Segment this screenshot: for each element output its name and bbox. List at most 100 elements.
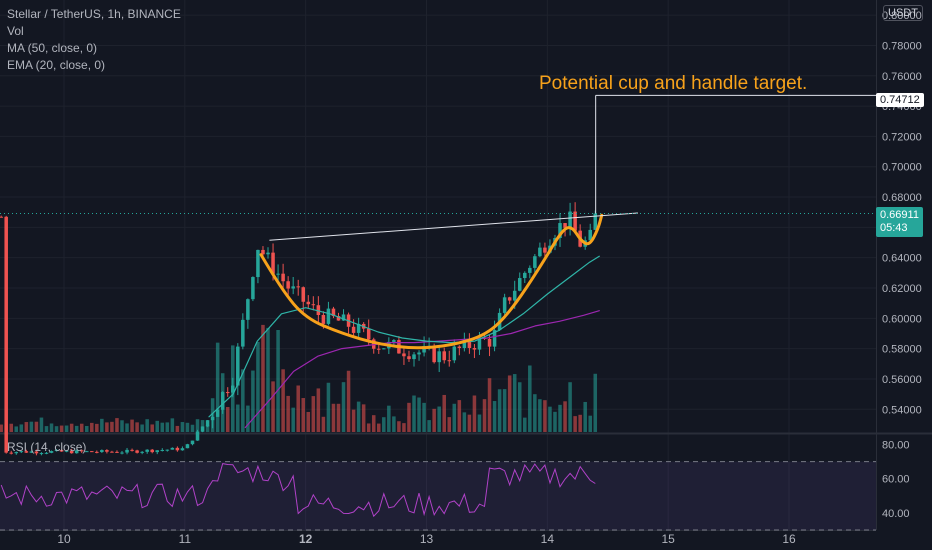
time-axis[interactable]: 10 11 12 13 14 15 16	[57, 532, 796, 546]
volume-bar	[44, 426, 49, 432]
ma-legend[interactable]: MA (50, close, 0)	[7, 41, 98, 55]
candle-body	[115, 451, 119, 453]
volume-bar	[482, 399, 487, 432]
candle-body	[432, 345, 436, 363]
volume-bar	[296, 385, 300, 432]
volume-bar	[578, 414, 582, 432]
candle-body	[74, 450, 79, 454]
volume-bar	[19, 424, 24, 432]
rsi-legend[interactable]: RSI (14, close)	[7, 440, 87, 454]
volume-bar	[9, 423, 13, 432]
target-price-tag: 0.74712	[876, 93, 924, 107]
volume-bar	[145, 419, 149, 432]
volume-bar	[417, 397, 421, 432]
candle-body	[236, 346, 240, 386]
candle-body	[130, 449, 134, 451]
neckline	[269, 212, 638, 241]
volume-bar	[427, 420, 431, 432]
bar-countdown: 05:43	[880, 222, 908, 234]
volume-bar	[387, 405, 391, 432]
volume-bar	[281, 369, 285, 432]
volume-bar	[205, 424, 210, 432]
volume-bar	[95, 423, 99, 432]
volume-bar	[246, 405, 250, 432]
volume-bar	[457, 400, 462, 432]
volume-bar	[69, 423, 74, 432]
ma-line	[244, 310, 600, 429]
candle-body	[231, 385, 235, 393]
volume-bar	[79, 423, 84, 432]
candle-body	[588, 229, 592, 241]
volume-bar	[538, 399, 542, 432]
candle-body	[84, 451, 89, 453]
volume-bar	[467, 414, 472, 432]
candle-body	[135, 450, 139, 453]
volume-bar	[422, 402, 426, 432]
volume-bar	[366, 423, 371, 432]
candle-body	[563, 223, 567, 228]
candle-body	[502, 297, 507, 313]
volume-bar	[442, 394, 446, 432]
candle-body	[331, 308, 336, 317]
volume-bar	[160, 422, 165, 432]
candle-body	[538, 247, 542, 257]
candle-body	[90, 451, 94, 453]
volume-bar	[492, 401, 497, 432]
rsi-line	[0, 463, 596, 518]
volume-bar	[437, 406, 441, 432]
candle-body	[54, 449, 59, 452]
candle-body	[573, 211, 577, 231]
symbol-title[interactable]: Stellar / TetherUS, 1h, BINANCE	[7, 7, 181, 21]
ema-legend[interactable]: EMA (20, close, 0)	[7, 58, 106, 72]
candle-body	[517, 278, 522, 291]
candle-body	[100, 450, 104, 453]
candle-body	[523, 272, 527, 279]
candle-body	[29, 451, 34, 453]
candle-body	[210, 416, 215, 421]
ema-line	[208, 255, 600, 418]
volume-bar	[326, 382, 331, 432]
candle-body	[407, 356, 411, 360]
rsi-tick-label: 60.00	[882, 474, 910, 486]
rsi-panel	[0, 461, 876, 531]
price-tick-label: 0.76000	[882, 71, 922, 83]
rsi-tick-label: 80.00	[882, 440, 910, 452]
currency-button[interactable]: USDT	[883, 5, 923, 21]
candle-body	[321, 314, 326, 324]
volume-bar	[341, 382, 346, 432]
price-tick-label: 0.60000	[882, 313, 922, 325]
candle-body	[392, 340, 396, 342]
volume-bar	[291, 407, 295, 432]
date-tick-label: 15	[661, 532, 675, 546]
candle-body	[306, 301, 311, 305]
candle-body	[215, 409, 220, 417]
candle-body	[477, 337, 482, 350]
volume-bar	[502, 389, 507, 432]
volume-bar	[225, 406, 230, 432]
candle-body	[19, 451, 24, 453]
volume-bar	[14, 426, 19, 432]
volume-bar	[256, 341, 260, 432]
candle-body	[220, 392, 225, 410]
volume-bar	[100, 418, 104, 432]
volume-bar	[34, 421, 39, 432]
volume-bar	[583, 401, 587, 432]
candle-body	[256, 249, 260, 278]
candle-body	[568, 211, 572, 228]
volume-bar	[84, 425, 89, 432]
candle-body	[422, 346, 426, 353]
volume-bar	[140, 424, 144, 432]
volume-bar	[155, 420, 160, 432]
axis-corner[interactable]	[876, 530, 932, 550]
volume-bar	[588, 415, 592, 432]
volume-legend[interactable]: Vol	[7, 24, 24, 38]
candle-body	[351, 326, 356, 333]
price-tick-label: 0.54000	[882, 404, 922, 416]
date-tick-label: 14	[541, 532, 555, 546]
cup-curve	[259, 213, 604, 350]
candle-body	[558, 223, 562, 239]
current-price-value: 0.66911	[880, 209, 919, 221]
